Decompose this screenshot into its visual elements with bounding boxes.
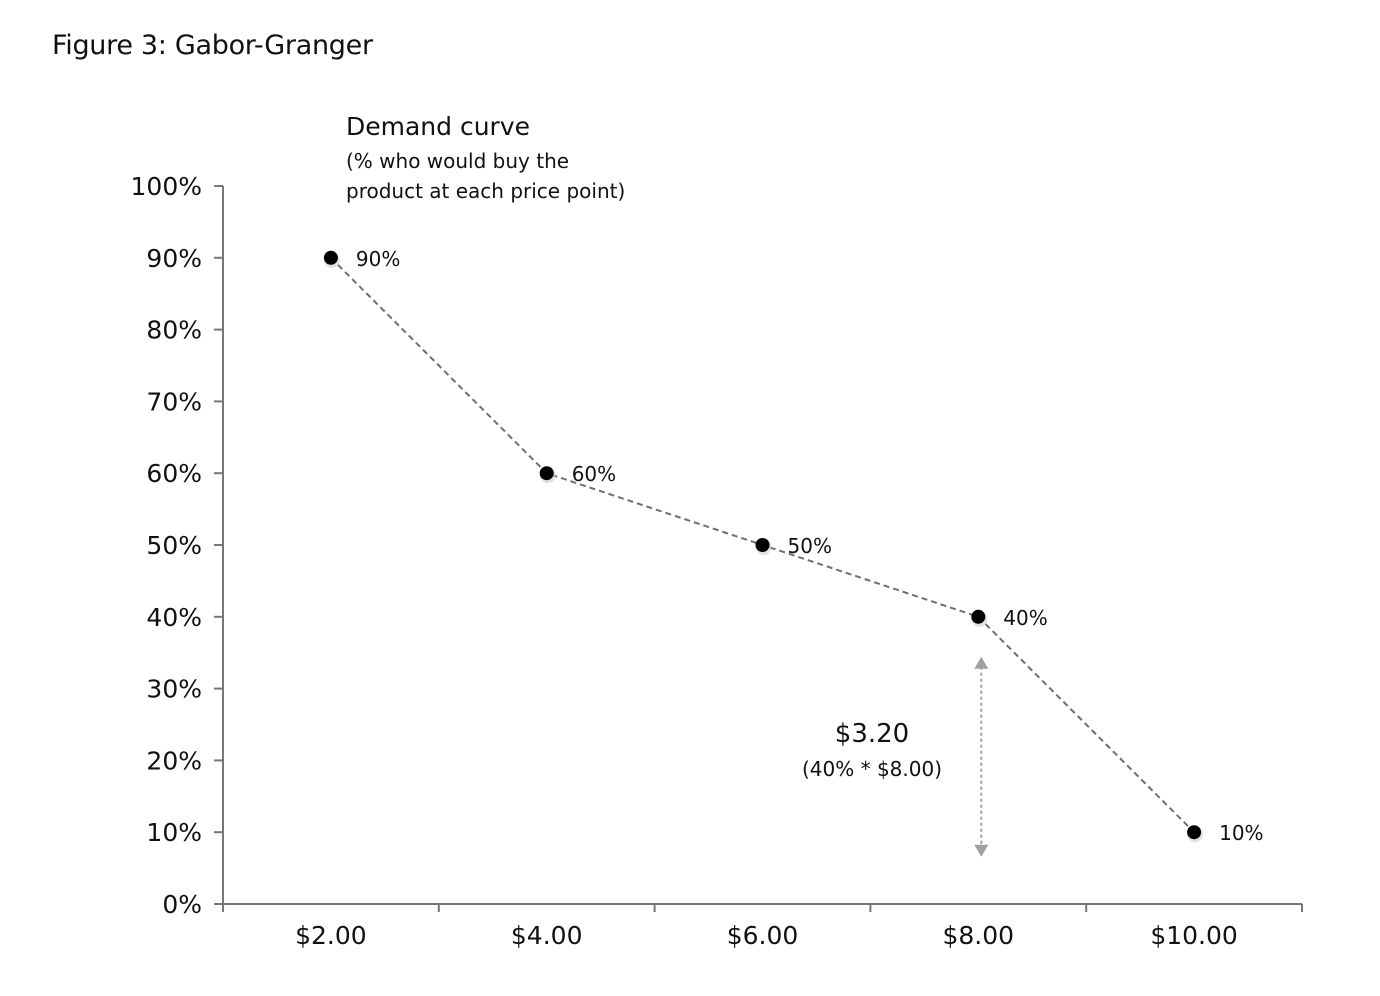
annotation-value-label: $3.20 [835,719,909,749]
x-tick-label: $8.00 [943,921,1015,950]
annotation: $3.20 (40% * $8.00) [802,656,989,857]
y-tick-label: 40% [146,603,202,632]
data-point [323,250,338,265]
data-point-label: 50% [788,534,832,558]
y-tick-label: 0% [162,890,202,919]
chart-subtitle-line-2: product at each price point) [346,179,625,203]
y-tick-label: 60% [146,459,202,488]
chart-title: Demand curve [346,112,530,141]
figure-title: Figure 3: Gabor-Granger [52,30,373,61]
data-point [971,609,986,624]
data-point-label: 90% [356,247,400,271]
annotation-arrow-head-up [974,656,989,669]
data-point [1187,825,1202,840]
x-tick-label: $10.00 [1150,921,1237,950]
y-tick-label: 20% [146,746,202,775]
y-tick-label: 70% [146,387,202,416]
x-tick-label: $2.00 [295,921,367,950]
demand-series: 90% 60% 50% 40% 10% [323,247,1264,845]
chart-subtitle-line-1: (% who would buy the [346,149,569,173]
data-point-label: 10% [1219,821,1263,845]
annotation-arrow-head-down [974,844,989,857]
y-tick-label: 80% [146,316,202,345]
data-point [755,538,770,552]
x-tick-label: $4.00 [511,921,583,950]
y-tick-label: 30% [146,675,202,704]
data-point-label: 40% [1003,606,1047,630]
y-tick-label: 100% [131,172,202,201]
y-tick-label: 90% [146,244,202,273]
x-tick-label: $6.00 [727,921,799,950]
y-tick-label: 50% [146,531,202,560]
x-axis-ticks: $2.00 $4.00 $6.00 $8.00 $10.00 [222,904,1303,950]
data-point [539,466,554,481]
y-axis-ticks: 0% 10% 20% 30% 40% 50% 60% 70% 80% 90% 100% [131,172,223,919]
data-point-label: 60% [572,462,616,486]
chart-title-group: Demand curve (% who would buy the produc… [346,112,625,203]
annotation-formula-label: (40% * $8.00) [802,757,942,781]
y-tick-label: 10% [146,818,202,847]
